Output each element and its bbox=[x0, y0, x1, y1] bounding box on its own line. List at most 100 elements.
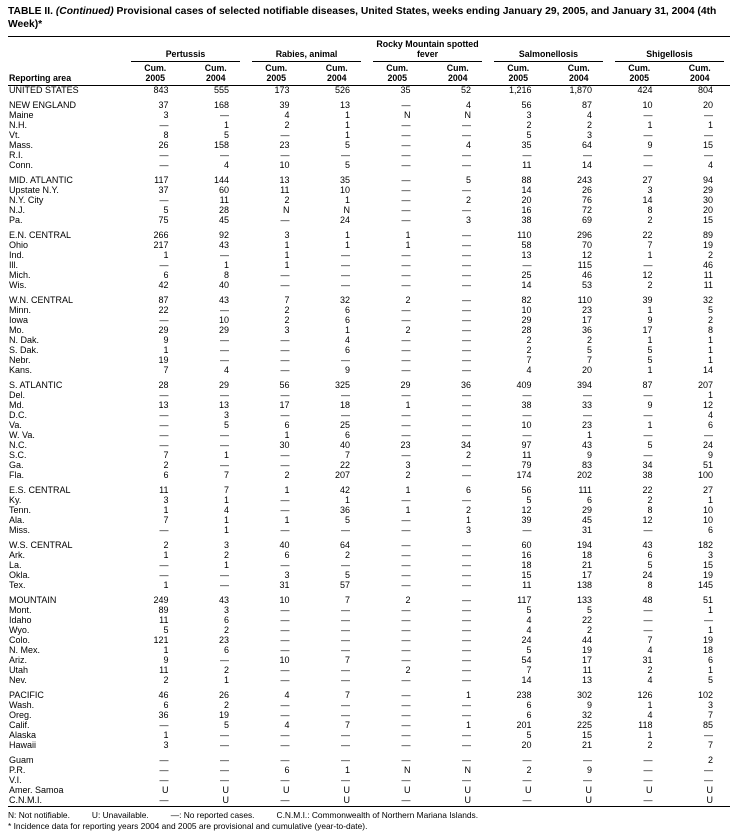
value-cell: 4 bbox=[647, 676, 653, 686]
reporting-area-cell: Nev. bbox=[9, 676, 27, 686]
reporting-area-cell: Ark. bbox=[9, 551, 26, 561]
reporting-area-cell: Kans. bbox=[9, 366, 33, 376]
table-row: Wyo. 5 2 — — — — 4 2 — 1 bbox=[8, 626, 730, 636]
value-cell: 217 bbox=[153, 241, 169, 251]
table-row: N.H. — 1 2 1 — — 2 2 1 1 bbox=[8, 121, 730, 131]
value-cell: 4 bbox=[647, 646, 653, 656]
value-cell: 7 bbox=[344, 656, 350, 666]
value-cell: 111 bbox=[578, 486, 592, 496]
value-cell: 168 bbox=[213, 101, 229, 111]
value-cell: 10 bbox=[521, 421, 532, 431]
value-cell: 1 bbox=[223, 121, 229, 131]
table-row: Fla. 6 7 2 207 2 — 174 202 38 100 bbox=[8, 471, 730, 481]
value-cell: 83 bbox=[581, 461, 592, 471]
value-cell: U bbox=[585, 786, 593, 796]
value-cell: 11 bbox=[582, 666, 592, 676]
value-cell: U bbox=[585, 796, 593, 806]
value-cell: 2 bbox=[647, 741, 653, 751]
value-cell: 9 bbox=[586, 766, 592, 776]
value-cell: 5 bbox=[223, 421, 229, 431]
table-row: W. Va. — — 1 6 — — — 1 — — bbox=[8, 431, 730, 441]
value-cell: 194 bbox=[576, 541, 592, 551]
value-cell: — bbox=[643, 766, 653, 776]
value-cell: 17 bbox=[581, 316, 592, 326]
value-cell: 40 bbox=[218, 281, 229, 291]
value-cell: 3 bbox=[223, 411, 229, 421]
value-cell: — bbox=[401, 101, 411, 111]
value-cell: 11 bbox=[159, 486, 169, 496]
table-row: Tex. 1 — 31 57 — — 11 138 8 145 bbox=[8, 581, 730, 591]
value-cell: — bbox=[401, 616, 411, 626]
value-cell: — bbox=[401, 306, 411, 316]
value-cell: — bbox=[462, 636, 471, 646]
table-row: Md. 13 13 17 18 1 — 38 33 9 12 bbox=[8, 401, 730, 411]
reporting-area-cell: C.N.M.I. bbox=[9, 796, 42, 806]
reporting-area-cell: Nebr. bbox=[9, 356, 31, 366]
table-row: Alaska 1 — — — — — 5 15 1 — bbox=[8, 731, 730, 741]
value-cell: 3 bbox=[284, 231, 290, 241]
value-cell: 2 bbox=[284, 316, 290, 326]
value-cell: 10 bbox=[279, 596, 290, 606]
value-cell: U bbox=[706, 796, 714, 806]
cum-year-header: Cum. 2005 bbox=[488, 61, 549, 87]
value-cell: 2 bbox=[344, 551, 350, 561]
value-cell: 1 bbox=[163, 506, 169, 516]
value-cell: 16 bbox=[521, 551, 532, 561]
value-cell: — bbox=[341, 251, 350, 261]
value-cell: 266 bbox=[153, 231, 169, 241]
value-cell: 1 bbox=[707, 666, 713, 676]
value-cell: 6 bbox=[163, 471, 169, 481]
value-cell: 21 bbox=[581, 741, 592, 751]
value-cell: 1 bbox=[405, 231, 411, 241]
value-cell: — bbox=[220, 111, 229, 121]
value-cell: — bbox=[462, 471, 471, 481]
value-cell: 173 bbox=[274, 85, 290, 96]
value-cell: — bbox=[462, 541, 471, 551]
value-cell: U bbox=[464, 796, 472, 806]
value-cell: — bbox=[704, 766, 713, 776]
value-cell: 11 bbox=[159, 666, 169, 676]
value-cell: 10 bbox=[642, 101, 653, 111]
value-cell: 35 bbox=[521, 141, 532, 151]
value-cell: 6 bbox=[163, 271, 169, 281]
table-row: NEW ENGLAND 37 168 39 13 — 4 56 87 10 20 bbox=[8, 101, 730, 111]
value-cell: 145 bbox=[697, 581, 713, 591]
value-cell: — bbox=[341, 271, 350, 281]
value-cell: 2 bbox=[405, 296, 411, 306]
reporting-area-cell: UNITED STATES bbox=[9, 85, 79, 96]
value-cell: 51 bbox=[702, 461, 713, 471]
value-cell: — bbox=[159, 261, 169, 271]
value-cell: 3 bbox=[647, 186, 653, 196]
value-cell: 6 bbox=[586, 496, 592, 506]
value-cell: N bbox=[343, 206, 351, 216]
value-cell: — bbox=[401, 251, 411, 261]
value-cell: 15 bbox=[702, 141, 713, 151]
reporting-area-cell: Ga. bbox=[9, 461, 24, 471]
value-cell: 138 bbox=[576, 581, 592, 591]
value-cell: — bbox=[159, 721, 169, 731]
value-cell: 30 bbox=[279, 441, 290, 451]
value-cell: 2 bbox=[647, 666, 653, 676]
table-header: Reporting area Pertussis Rabies, animal Roc… bbox=[8, 35, 730, 87]
value-cell: — bbox=[159, 316, 169, 326]
value-cell: 11 bbox=[703, 271, 713, 281]
reporting-area-cell: Minn. bbox=[9, 306, 32, 316]
value-cell: 1 bbox=[707, 121, 713, 131]
value-cell: — bbox=[704, 431, 713, 441]
value-cell: 18 bbox=[702, 646, 713, 656]
cum-year-header: Cum. 2005 bbox=[125, 61, 186, 87]
value-cell: — bbox=[220, 766, 229, 776]
value-cell: — bbox=[401, 271, 411, 281]
value-cell: 9 bbox=[163, 656, 169, 666]
value-cell: 1,216 bbox=[508, 85, 532, 96]
value-cell: — bbox=[462, 596, 471, 606]
value-cell: — bbox=[341, 676, 350, 686]
value-cell: 126 bbox=[637, 691, 653, 701]
value-cell: 24 bbox=[339, 216, 350, 226]
value-cell: 2 bbox=[707, 316, 713, 326]
value-cell: 7 bbox=[284, 296, 290, 306]
value-cell: 2 bbox=[586, 336, 592, 346]
value-cell: — bbox=[462, 431, 471, 441]
incidence-note: * Incidence data for reporting years 200… bbox=[8, 821, 368, 832]
value-cell: 4 bbox=[707, 161, 713, 171]
